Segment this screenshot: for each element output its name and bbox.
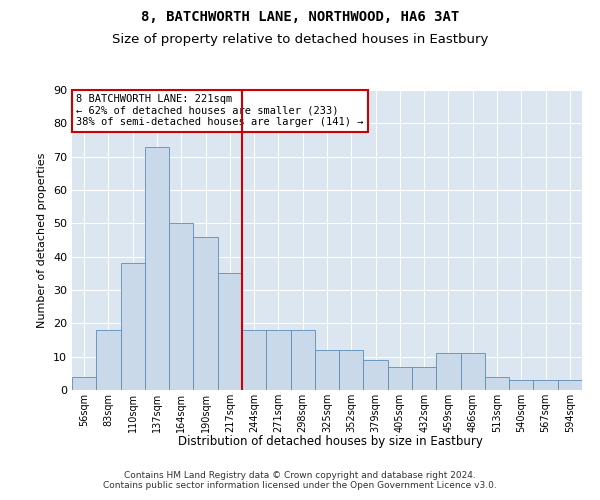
Text: Size of property relative to detached houses in Eastbury: Size of property relative to detached ho…	[112, 32, 488, 46]
Bar	[96, 330, 121, 390]
Bar	[461, 354, 485, 390]
Bar	[364, 360, 388, 390]
Bar	[242, 330, 266, 390]
Bar	[533, 380, 558, 390]
Bar	[412, 366, 436, 390]
Bar	[485, 376, 509, 390]
Bar	[121, 264, 145, 390]
Bar	[388, 366, 412, 390]
Text: 8, BATCHWORTH LANE, NORTHWOOD, HA6 3AT: 8, BATCHWORTH LANE, NORTHWOOD, HA6 3AT	[141, 10, 459, 24]
Bar	[193, 236, 218, 390]
Bar	[169, 224, 193, 390]
Text: Distribution of detached houses by size in Eastbury: Distribution of detached houses by size …	[178, 435, 482, 448]
Bar	[436, 354, 461, 390]
Bar	[509, 380, 533, 390]
Bar	[339, 350, 364, 390]
Bar	[558, 380, 582, 390]
Bar	[266, 330, 290, 390]
Bar	[218, 274, 242, 390]
Bar	[72, 376, 96, 390]
Bar	[145, 146, 169, 390]
Text: Contains HM Land Registry data © Crown copyright and database right 2024.
Contai: Contains HM Land Registry data © Crown c…	[103, 470, 497, 490]
Bar	[315, 350, 339, 390]
Bar	[290, 330, 315, 390]
Text: 8 BATCHWORTH LANE: 221sqm
← 62% of detached houses are smaller (233)
38% of semi: 8 BATCHWORTH LANE: 221sqm ← 62% of detac…	[76, 94, 364, 128]
Y-axis label: Number of detached properties: Number of detached properties	[37, 152, 47, 328]
